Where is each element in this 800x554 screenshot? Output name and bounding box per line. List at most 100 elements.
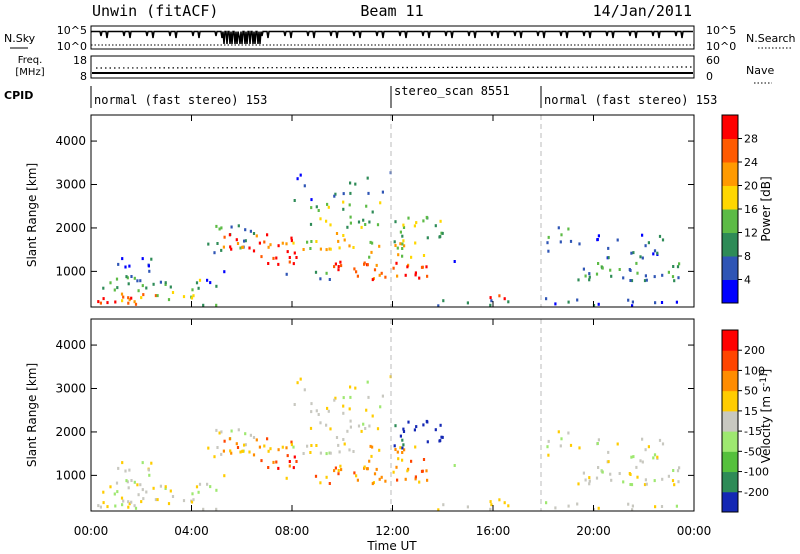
power-cell <box>315 205 318 209</box>
power-cell <box>197 286 200 290</box>
power-cell <box>130 296 133 300</box>
velocity-cell <box>557 430 560 434</box>
power-cell <box>263 240 266 244</box>
velocity-cell <box>288 464 291 468</box>
power-cell <box>329 247 332 251</box>
velocity-cell <box>437 508 440 511</box>
velocity-cell <box>588 476 591 480</box>
power-cell <box>325 271 328 275</box>
power-cell <box>373 268 377 272</box>
velocity-cell <box>607 460 610 464</box>
power-cell <box>610 274 613 278</box>
velocity-cell <box>545 501 548 505</box>
velocity-cell <box>252 453 256 457</box>
velocity-cell <box>159 484 162 488</box>
power-cell <box>248 246 251 250</box>
power-cell <box>337 265 340 268</box>
velocity-cell <box>249 433 252 437</box>
velocity-cell <box>207 446 210 450</box>
velocity-cell <box>401 446 404 450</box>
velocity-cell <box>582 471 585 475</box>
power-cell <box>328 278 331 281</box>
velocity-cell <box>340 468 343 472</box>
power-cell <box>169 285 172 289</box>
power-cell <box>325 219 328 223</box>
power-cell <box>277 244 280 248</box>
power-cell <box>333 194 336 198</box>
velocity-cell <box>577 482 580 486</box>
power-cell <box>281 241 284 245</box>
nsky-panel: N.Sky 10^5 10^0 10^5 10^0 N.Search <box>4 24 796 53</box>
velocity-cell <box>335 436 339 439</box>
power-cell <box>597 302 600 306</box>
power-cell <box>376 223 380 227</box>
colorbar-frame <box>721 329 739 513</box>
power-cell <box>401 242 404 246</box>
velocity-cell <box>368 459 371 463</box>
power-cell <box>588 275 591 279</box>
freq-frame <box>90 55 695 79</box>
power-cell <box>346 225 349 229</box>
velocity-cell <box>369 444 372 448</box>
power-cell <box>567 227 570 231</box>
power-cell <box>362 218 365 222</box>
velocity-cell <box>622 480 625 484</box>
velocity-cell <box>426 440 429 444</box>
power-cell <box>299 173 302 177</box>
power-cell <box>293 251 296 255</box>
velocity-cell <box>310 444 313 447</box>
colorbar-tick-label: 24 <box>744 156 758 169</box>
power-cell <box>627 298 630 302</box>
y-tick-label: 4000 <box>55 338 86 352</box>
velocity-cell <box>293 403 296 406</box>
velocity-cell <box>399 434 402 438</box>
velocity-cell <box>263 444 266 448</box>
power-colorbar-label: Power [dB] <box>759 176 773 241</box>
velocity-cell <box>652 456 655 460</box>
velocity-cell <box>363 465 366 469</box>
power-cell <box>147 264 150 268</box>
power-cell <box>125 275 128 279</box>
velocity-cell <box>380 475 383 479</box>
velocity-cell <box>675 504 678 508</box>
power-cell <box>601 266 604 270</box>
velocity-cell <box>127 486 130 490</box>
power-cell <box>415 221 418 225</box>
power-heatmap-cells <box>97 171 681 307</box>
velocity-cell <box>209 485 212 489</box>
velocity-cell <box>319 421 322 425</box>
velocity-cell <box>269 447 272 451</box>
power-frame <box>90 114 695 308</box>
power-cell <box>167 298 171 302</box>
velocity-cell <box>337 472 340 476</box>
power-cell <box>367 191 370 195</box>
power-cell <box>672 265 675 268</box>
power-cell <box>292 262 295 266</box>
velocity-cell <box>567 431 570 435</box>
velocity-cell <box>223 474 226 478</box>
power-cell <box>295 256 298 259</box>
power-cell <box>656 251 659 255</box>
velocity-cell <box>394 448 397 451</box>
power-cell <box>216 242 219 245</box>
power-cell <box>302 248 305 251</box>
cpid-segment-2: stereo_scan 8551 <box>394 84 510 98</box>
power-cell <box>285 272 288 276</box>
velocity-cell <box>414 475 417 479</box>
velocity-cell <box>302 452 305 455</box>
velocity-cell <box>342 438 345 441</box>
colorbar-swatch <box>722 410 738 432</box>
power-cell <box>661 238 665 242</box>
power-cell <box>252 249 256 253</box>
y-tick-label: 4000 <box>55 134 86 148</box>
velocity-cell <box>127 500 130 504</box>
velocity-cell <box>395 465 398 469</box>
velocity-cell <box>292 445 295 449</box>
power-cell <box>326 202 329 206</box>
velocity-cell <box>102 490 105 494</box>
velocity-cell <box>326 406 329 410</box>
colorbar-swatch <box>722 209 738 233</box>
velocity-cell <box>425 419 428 423</box>
velocity-cell <box>415 425 418 429</box>
velocity-cell <box>379 405 382 409</box>
